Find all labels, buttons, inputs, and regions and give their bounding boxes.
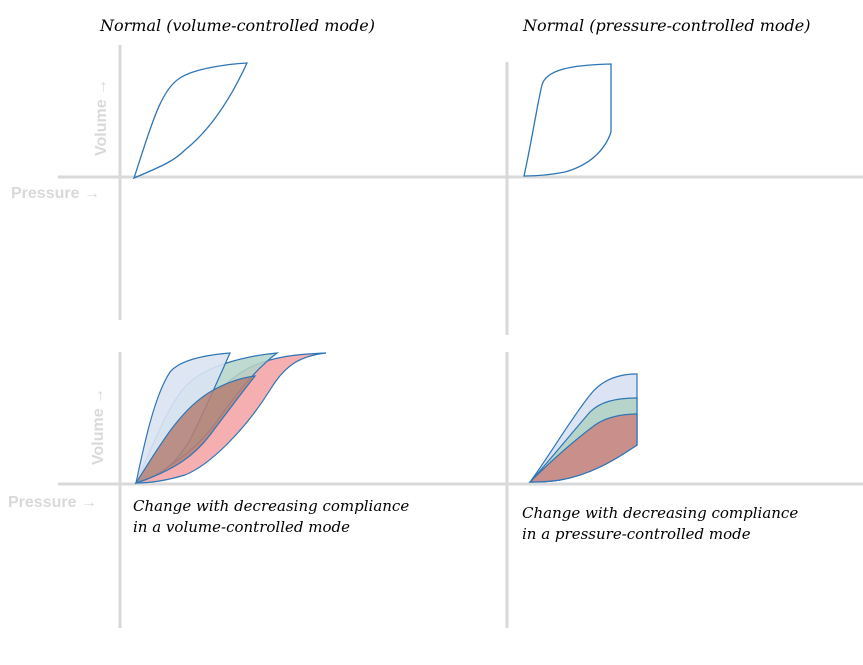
caption-line: in a pressure-controlled mode: [522, 525, 751, 543]
normal-pressure-loop: [523, 63, 612, 177]
pressure-axis-label: Pressure →: [8, 494, 97, 511]
axes-top-right: [505, 62, 863, 335]
caption-line: Change with decreasing compliance: [522, 504, 799, 522]
volume-axis-label: Volume →: [90, 387, 107, 465]
loop-red: [528, 413, 638, 483]
caption-pressure-controlled: Change with decreasing compliance in a p…: [522, 503, 798, 545]
loop-overlap: [134, 375, 257, 485]
axes-top-left: [58, 45, 505, 320]
axes-bottom-right: [505, 352, 863, 628]
caption-line: in a volume-controlled mode: [133, 518, 350, 536]
panel-title-volume-controlled: Normal (volume-controlled mode): [100, 16, 375, 35]
normal-volume-loop: [132, 62, 249, 180]
pressure-axis-label: Pressure →: [11, 185, 100, 202]
caption-volume-controlled: Change with decreasing compliance in a v…: [133, 496, 409, 538]
volume-axis-label: Volume →: [93, 78, 110, 156]
caption-line: Change with decreasing compliance: [133, 497, 410, 515]
axes-bottom-left: [58, 352, 505, 628]
compliance-loops-volume: [134, 352, 327, 485]
panel-title-pressure-controlled: Normal (pressure-controlled mode): [523, 16, 811, 35]
compliance-loops-pressure: [528, 373, 638, 483]
